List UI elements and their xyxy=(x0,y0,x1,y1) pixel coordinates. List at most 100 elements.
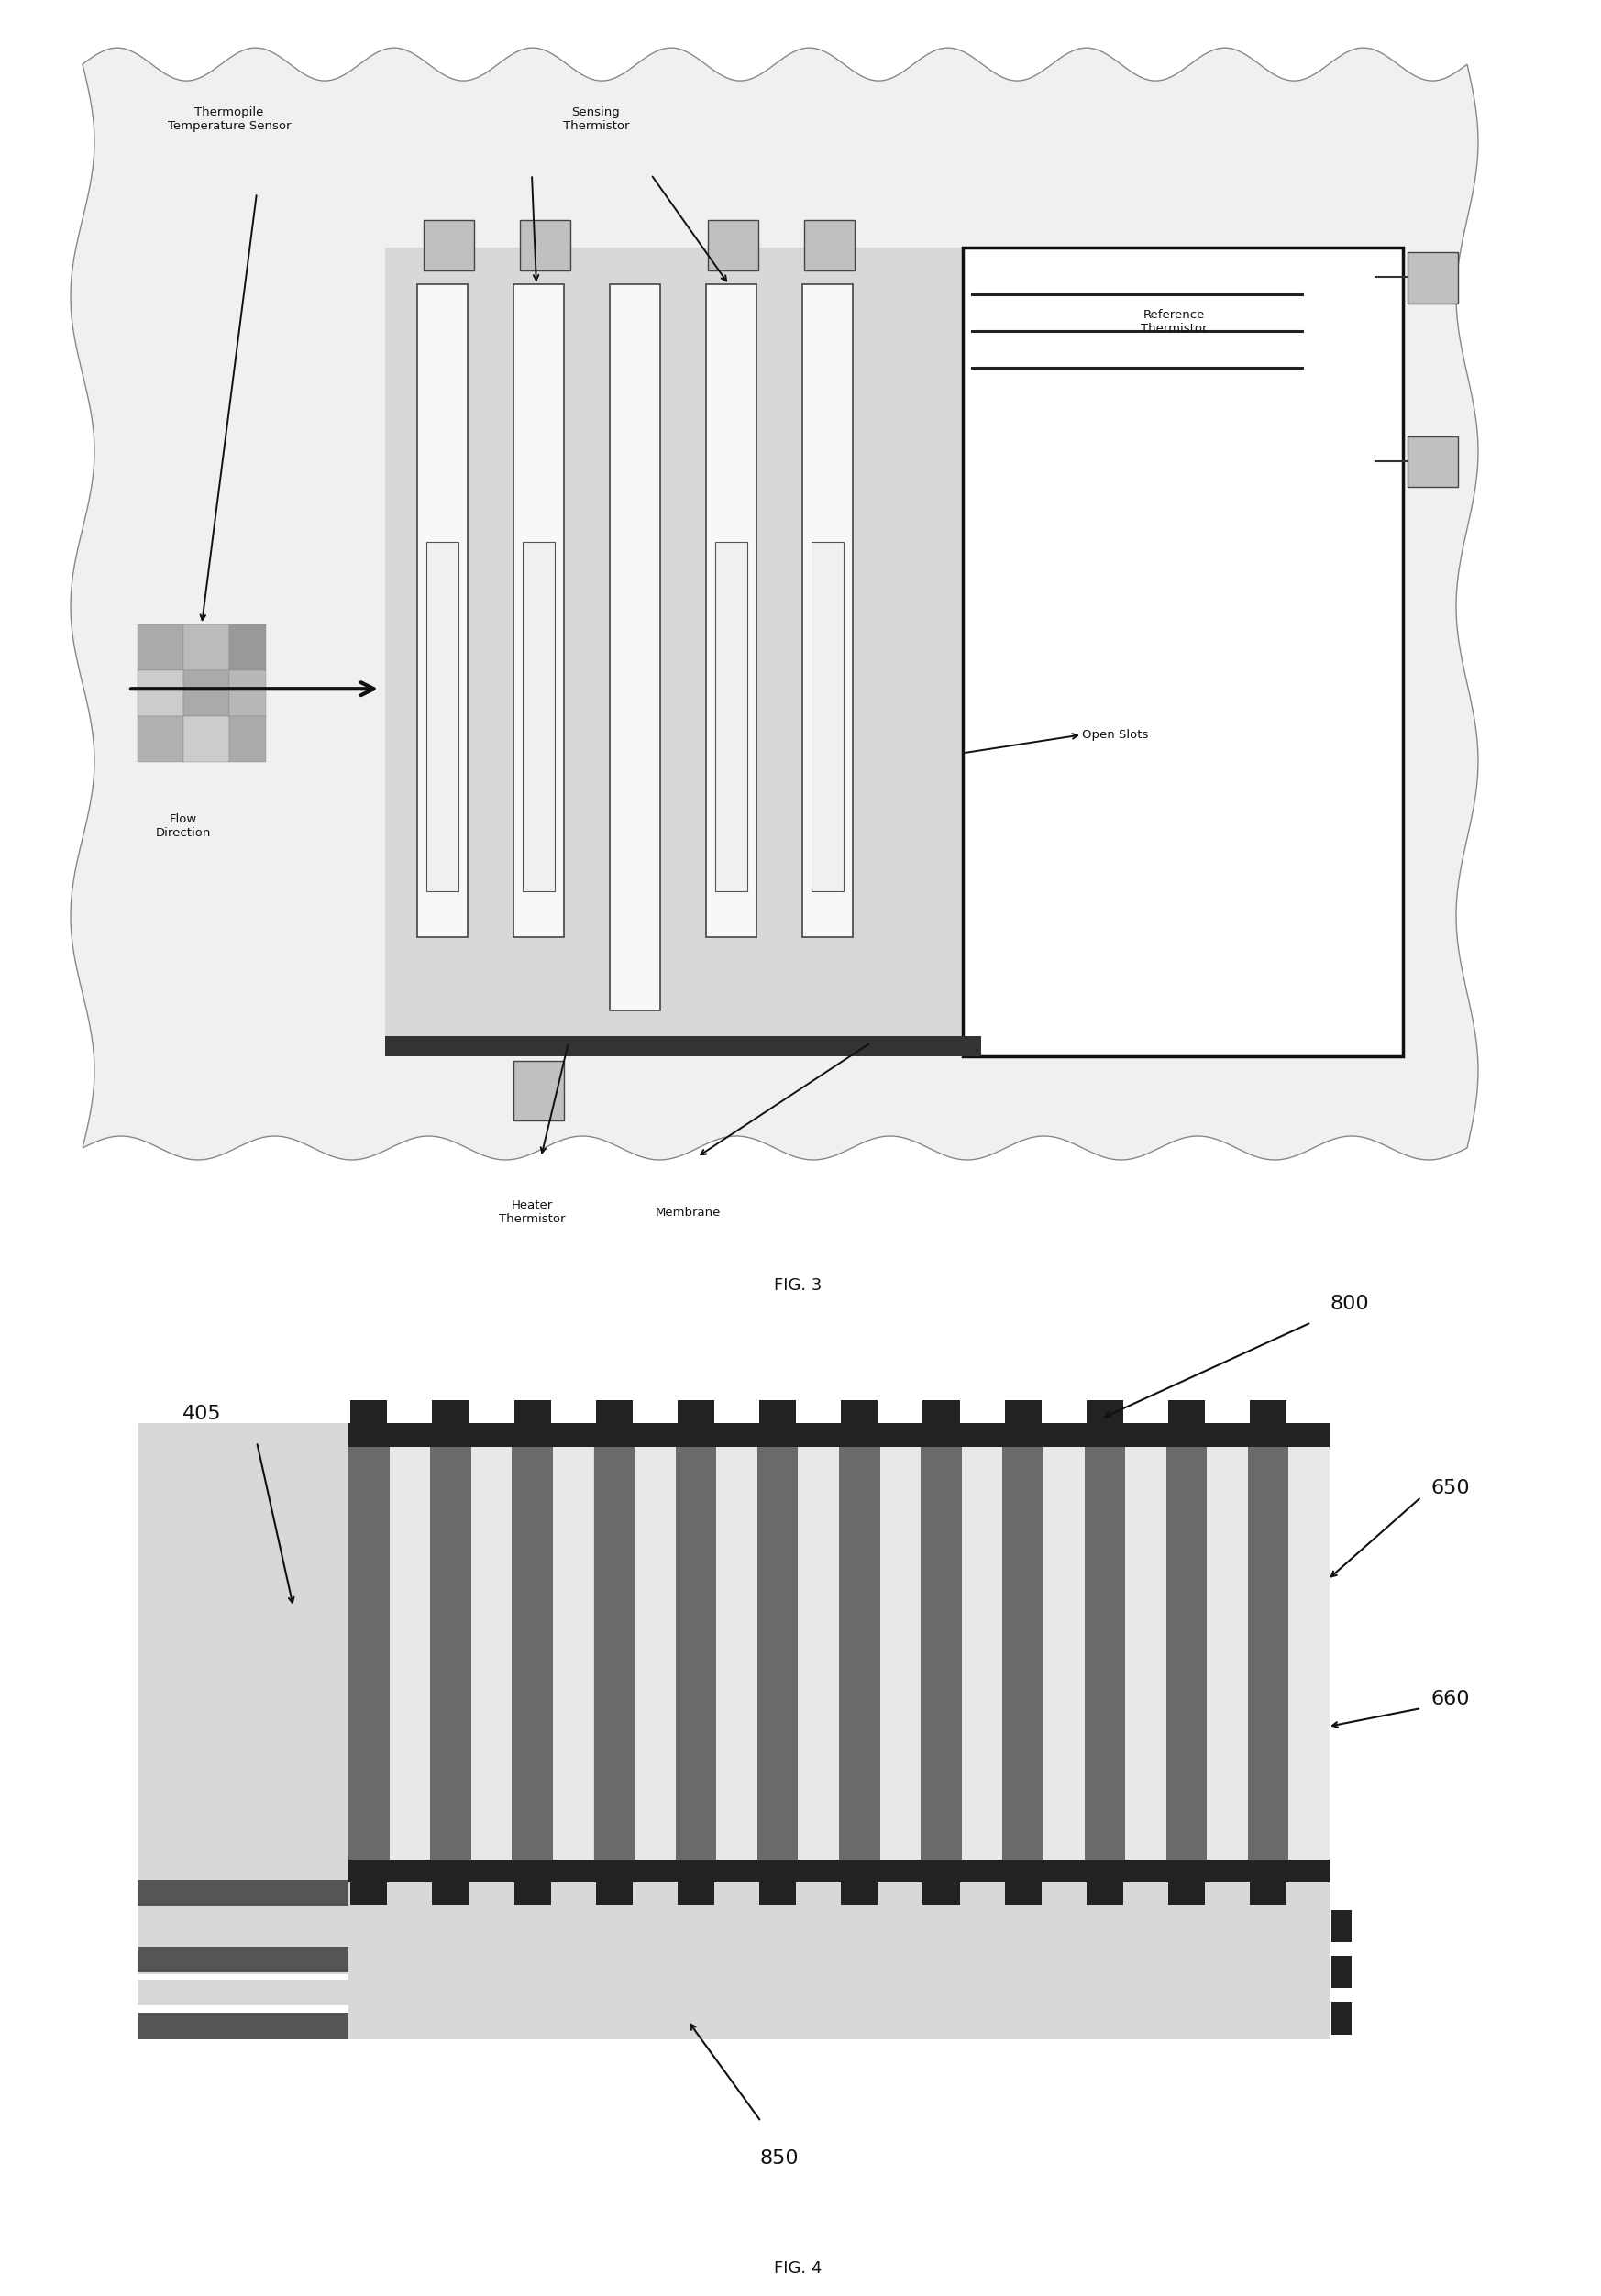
Bar xyxy=(1044,1424,1084,1883)
Bar xyxy=(759,1401,796,1424)
Bar xyxy=(922,1883,959,1906)
Bar xyxy=(514,1401,551,1424)
Bar xyxy=(522,542,556,891)
Bar xyxy=(812,542,844,891)
Text: Flow
Direction: Flow Direction xyxy=(155,813,211,840)
Bar xyxy=(716,1424,757,1883)
Bar xyxy=(708,220,759,271)
Bar xyxy=(349,1424,1329,1883)
Text: 850: 850 xyxy=(760,2149,799,2167)
Bar xyxy=(512,1424,552,1883)
Bar xyxy=(184,670,229,716)
Bar xyxy=(229,670,266,716)
Bar xyxy=(386,1035,981,1056)
Bar xyxy=(349,1424,389,1883)
Bar xyxy=(1207,1424,1247,1883)
Text: Open Slots: Open Slots xyxy=(1082,728,1148,742)
Bar xyxy=(1250,1883,1287,1906)
Bar xyxy=(514,1061,564,1120)
Bar xyxy=(634,1424,676,1883)
Bar xyxy=(349,1860,1329,1883)
Bar xyxy=(921,1424,962,1883)
Bar xyxy=(1087,1883,1124,1906)
Text: Heater
Thermistor: Heater Thermistor xyxy=(498,1199,565,1226)
Bar xyxy=(229,625,266,670)
Text: Sensing
Thermistor: Sensing Thermistor xyxy=(564,106,629,133)
Bar xyxy=(229,716,266,762)
Bar xyxy=(138,670,184,716)
Bar xyxy=(1332,2002,1351,2034)
Bar xyxy=(1247,1424,1289,1883)
Bar xyxy=(962,1424,1002,1883)
Bar xyxy=(138,1424,367,1975)
Bar xyxy=(138,625,184,670)
Text: Membrane: Membrane xyxy=(655,1205,720,1219)
Text: Thermopile
Temperature Sensor: Thermopile Temperature Sensor xyxy=(168,106,291,133)
Bar xyxy=(1004,1883,1041,1906)
Bar xyxy=(677,1401,714,1424)
Polygon shape xyxy=(70,48,1478,1159)
Bar xyxy=(839,1424,881,1883)
Bar xyxy=(432,1883,469,1906)
Bar xyxy=(184,625,229,670)
Bar xyxy=(138,2011,349,2039)
Bar xyxy=(610,285,660,1010)
Text: FIG. 4: FIG. 4 xyxy=(773,2259,821,2278)
Text: 405: 405 xyxy=(183,1405,221,1424)
Bar xyxy=(552,1424,594,1883)
Bar xyxy=(706,285,757,937)
Bar xyxy=(1169,1883,1206,1906)
Bar xyxy=(138,1947,349,1972)
Bar xyxy=(1407,436,1459,487)
Bar xyxy=(962,248,1402,1056)
Bar xyxy=(676,1424,716,1883)
Bar xyxy=(1087,1401,1124,1424)
Bar xyxy=(594,1424,634,1883)
Bar xyxy=(138,1913,349,1940)
Bar xyxy=(1004,1401,1041,1424)
Bar xyxy=(804,220,855,271)
Bar xyxy=(1332,1910,1351,1942)
Text: Reference
Thermistor: Reference Thermistor xyxy=(1140,308,1207,335)
Bar xyxy=(471,1424,512,1883)
Bar xyxy=(386,248,981,1056)
Bar xyxy=(351,1401,387,1424)
Bar xyxy=(426,542,458,891)
Bar xyxy=(349,1424,1329,1446)
Bar xyxy=(424,220,474,271)
Bar xyxy=(432,1401,469,1424)
Bar xyxy=(1289,1424,1329,1883)
Text: 800: 800 xyxy=(1329,1295,1369,1313)
Bar xyxy=(841,1883,877,1906)
Text: 660: 660 xyxy=(1430,1690,1470,1708)
Bar xyxy=(431,1424,471,1883)
Bar xyxy=(596,1401,632,1424)
Bar xyxy=(677,1883,714,1906)
Bar xyxy=(138,1979,349,2007)
Bar xyxy=(596,1883,632,1906)
Bar xyxy=(1126,1424,1166,1883)
Bar xyxy=(841,1401,877,1424)
Bar xyxy=(351,1883,387,1906)
Bar xyxy=(514,285,564,937)
Text: 650: 650 xyxy=(1430,1479,1470,1497)
Bar xyxy=(881,1424,921,1883)
Bar xyxy=(1002,1424,1044,1883)
Bar xyxy=(757,1424,799,1883)
Bar xyxy=(349,1874,1329,2039)
Bar xyxy=(1250,1401,1287,1424)
Bar xyxy=(799,1424,839,1883)
Bar xyxy=(138,716,184,762)
Bar xyxy=(520,220,570,271)
Bar xyxy=(1169,1401,1206,1424)
Bar xyxy=(138,1880,349,1906)
Bar xyxy=(716,542,748,891)
Bar xyxy=(922,1401,959,1424)
Bar xyxy=(184,716,229,762)
Bar xyxy=(1332,1956,1351,1988)
Text: FIG. 3: FIG. 3 xyxy=(773,1277,821,1295)
Bar xyxy=(514,1883,551,1906)
Bar xyxy=(1166,1424,1207,1883)
Bar xyxy=(802,285,853,937)
Bar xyxy=(1407,253,1459,303)
